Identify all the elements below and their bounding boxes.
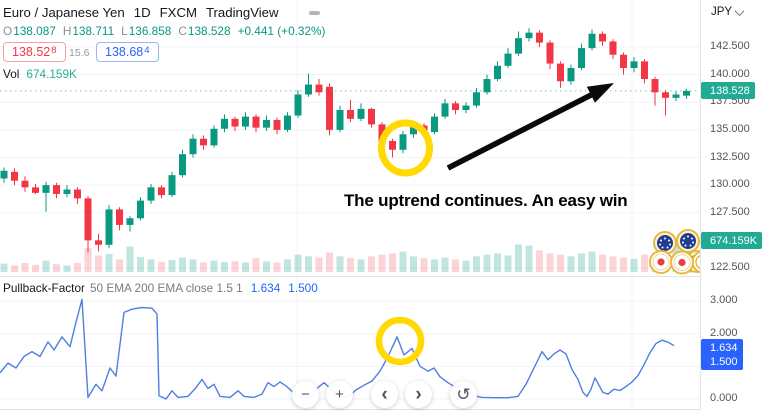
- currency-label: JPY: [711, 6, 733, 18]
- highlight-circle-indicator: [375, 316, 425, 366]
- annotation-text: The uptrend continues. An easy win: [344, 191, 628, 210]
- open-value: 138.087: [13, 24, 56, 38]
- indicator-value-2: 1.500: [288, 281, 318, 295]
- indicator-legend[interactable]: Pullback-Factor 50 EMA 200 EMA close 1.5…: [3, 281, 318, 295]
- ask-price-fraction: 4: [144, 45, 150, 56]
- currency-selector[interactable]: JPY: [711, 5, 745, 18]
- volume-legend: Vol 674.159K: [3, 67, 77, 81]
- indicator-badge-1: 1.634: [701, 339, 743, 356]
- high-label: H: [62, 24, 72, 38]
- provider: TradingView: [205, 5, 279, 20]
- coin-stickers: [649, 229, 715, 275]
- indicator-badge-2: 1.500: [701, 353, 743, 370]
- price-tick-label: 122.500: [710, 261, 750, 273]
- reset-view-icon: ↺: [456, 384, 471, 404]
- timeframe[interactable]: 1D: [133, 5, 151, 20]
- zoom-in-button[interactable]: +: [326, 381, 353, 408]
- jp-coin-sticker: [649, 250, 673, 274]
- zoom-out-icon: −: [301, 386, 310, 403]
- bid-price-fraction: 8: [51, 45, 57, 56]
- ohlc-readout: O 138.087 H 138.711 L 136.858 C 138.528 …: [3, 24, 325, 38]
- close-value: 138.528: [187, 24, 231, 38]
- pan-left-icon: ‹: [381, 383, 388, 405]
- price-tick-label: 130.000: [710, 178, 750, 191]
- price-tick-label: 142.500: [710, 40, 750, 52]
- indicator-tick-label: 0.000: [710, 392, 738, 404]
- symbol-name[interactable]: Euro / Japanese Yen: [3, 5, 125, 20]
- highlight-circle-main: [378, 119, 433, 177]
- chart-toolbar: − + ‹ › ↺: [292, 381, 477, 408]
- close-label: C: [178, 24, 187, 38]
- price-tick-label: 140.000: [710, 67, 750, 80]
- legend-collapse-icon[interactable]: [309, 11, 320, 15]
- trend-arrow: [446, 83, 614, 171]
- zoom-in-icon: +: [335, 386, 344, 403]
- pan-left-button[interactable]: ‹: [371, 381, 398, 408]
- ask-price: 138.68: [105, 45, 144, 59]
- price-tick-label: 135.000: [710, 122, 750, 135]
- symbol-legend[interactable]: Euro / Japanese Yen 1D FXCM TradingView: [3, 5, 279, 20]
- chevron-down-icon: [734, 5, 745, 16]
- eu-coin-sticker-2: [676, 229, 700, 253]
- indicator-tick-label: 2.000: [710, 326, 738, 339]
- zoom-out-button[interactable]: −: [292, 381, 319, 408]
- high-value: 138.711: [72, 24, 115, 38]
- last-price-badge: 138.528: [701, 82, 755, 100]
- price-tick-label: 132.500: [710, 150, 750, 163]
- indicator-value-1: 1.634: [250, 281, 281, 295]
- open-label: O: [3, 24, 13, 38]
- price-tick-label: 127.500: [710, 205, 750, 218]
- low-value: 136.858: [128, 24, 172, 38]
- eu-coin-sticker: [653, 231, 677, 255]
- exchange[interactable]: FXCM: [159, 5, 197, 20]
- volume-value: 674.159K: [26, 67, 77, 81]
- pan-right-icon: ›: [415, 383, 422, 405]
- indicator-params: 50 EMA 200 EMA close 1.5 1: [89, 281, 243, 295]
- low-label: L: [121, 24, 128, 38]
- indicator-tick-label: 3.000: [710, 293, 738, 306]
- sell-button[interactable]: 138.52 8: [3, 42, 66, 62]
- change-value: +0.441 (+0.32%): [237, 24, 326, 38]
- volume-badge: 674.159K: [701, 232, 763, 249]
- indicator-name[interactable]: Pullback-Factor: [3, 281, 85, 295]
- volume-label: Vol: [3, 67, 20, 81]
- volume-bars: [0, 242, 690, 272]
- spread-value: 15.6: [69, 47, 90, 59]
- pan-right-button[interactable]: ›: [405, 381, 432, 408]
- reset-view-button[interactable]: ↺: [450, 381, 477, 408]
- bid-price: 138.52: [12, 45, 51, 59]
- buy-button[interactable]: 138.68 4: [96, 42, 159, 62]
- jp-coin-sticker-2: [670, 250, 694, 275]
